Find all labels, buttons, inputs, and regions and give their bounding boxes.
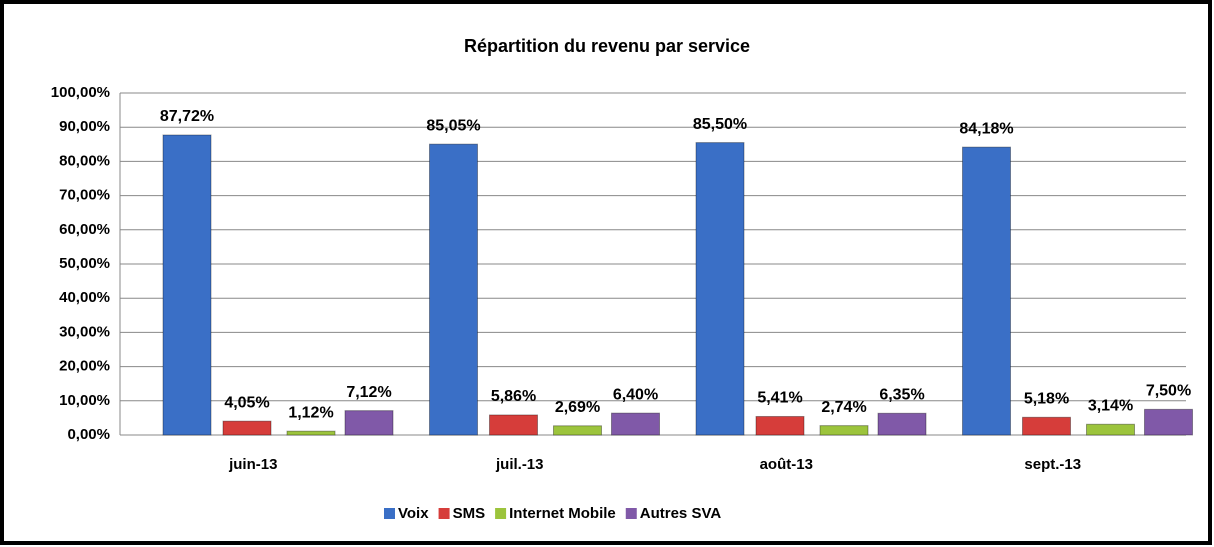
data-label: 85,50%	[693, 116, 747, 133]
data-label: 3,14%	[1088, 397, 1133, 414]
data-label: 5,41%	[757, 390, 802, 407]
bar	[877, 412, 927, 436]
y-tick-label: 60,00%	[59, 221, 110, 238]
x-tick-label: sept.-13	[1024, 456, 1081, 473]
bar	[1086, 423, 1135, 436]
data-label: 6,40%	[613, 386, 658, 403]
bar	[429, 143, 478, 436]
bar	[222, 420, 272, 436]
bar	[344, 410, 394, 436]
data-label: 7,50%	[1146, 383, 1191, 400]
x-tick-label: juil.-13	[495, 456, 544, 473]
bar	[286, 430, 336, 436]
data-label: 1,12%	[288, 404, 333, 421]
legend-label: Internet Mobile	[509, 505, 616, 522]
data-label: 2,69%	[555, 399, 600, 416]
data-label: 5,86%	[491, 388, 536, 405]
legend-label: Autres SVA	[640, 505, 722, 522]
bar	[755, 415, 805, 436]
y-tick-label: 90,00%	[59, 118, 110, 135]
bar	[553, 425, 602, 436]
legend-swatch	[438, 508, 450, 519]
y-tick-label: 100,00%	[51, 84, 110, 101]
legend-swatch	[495, 508, 507, 519]
y-tick-label: 40,00%	[59, 289, 110, 306]
y-tick-label: 70,00%	[59, 187, 110, 204]
y-tick-label: 30,00%	[59, 323, 110, 340]
data-label: 4,05%	[224, 394, 269, 411]
data-label: 85,05%	[426, 117, 480, 134]
data-label: 87,72%	[160, 108, 214, 125]
bar	[819, 425, 869, 436]
bar	[962, 146, 1011, 436]
data-label: 2,74%	[821, 399, 866, 416]
legend-swatch	[384, 508, 395, 519]
data-label: 6,35%	[879, 387, 924, 404]
y-tick-label: 80,00%	[59, 152, 110, 169]
bar	[1144, 408, 1193, 436]
bar	[695, 142, 745, 436]
bar	[1022, 416, 1071, 436]
x-tick-label: août-13	[760, 456, 813, 473]
chart-title: Répartition du revenu par service	[464, 36, 750, 56]
y-tick-label: 20,00%	[59, 358, 110, 375]
bar	[489, 414, 538, 436]
data-label: 5,18%	[1024, 391, 1069, 408]
legend-swatch	[625, 508, 637, 519]
data-label: 7,12%	[346, 384, 391, 401]
y-tick-label: 0,00%	[67, 426, 110, 443]
bar	[162, 134, 212, 436]
legend-label: Voix	[398, 505, 429, 522]
legend-label: SMS	[453, 505, 486, 522]
y-tick-label: 50,00%	[59, 255, 110, 272]
x-tick-label: juin-13	[228, 456, 277, 473]
data-label: 84,18%	[959, 120, 1013, 137]
y-tick-label: 10,00%	[59, 392, 110, 409]
bar	[611, 412, 660, 436]
